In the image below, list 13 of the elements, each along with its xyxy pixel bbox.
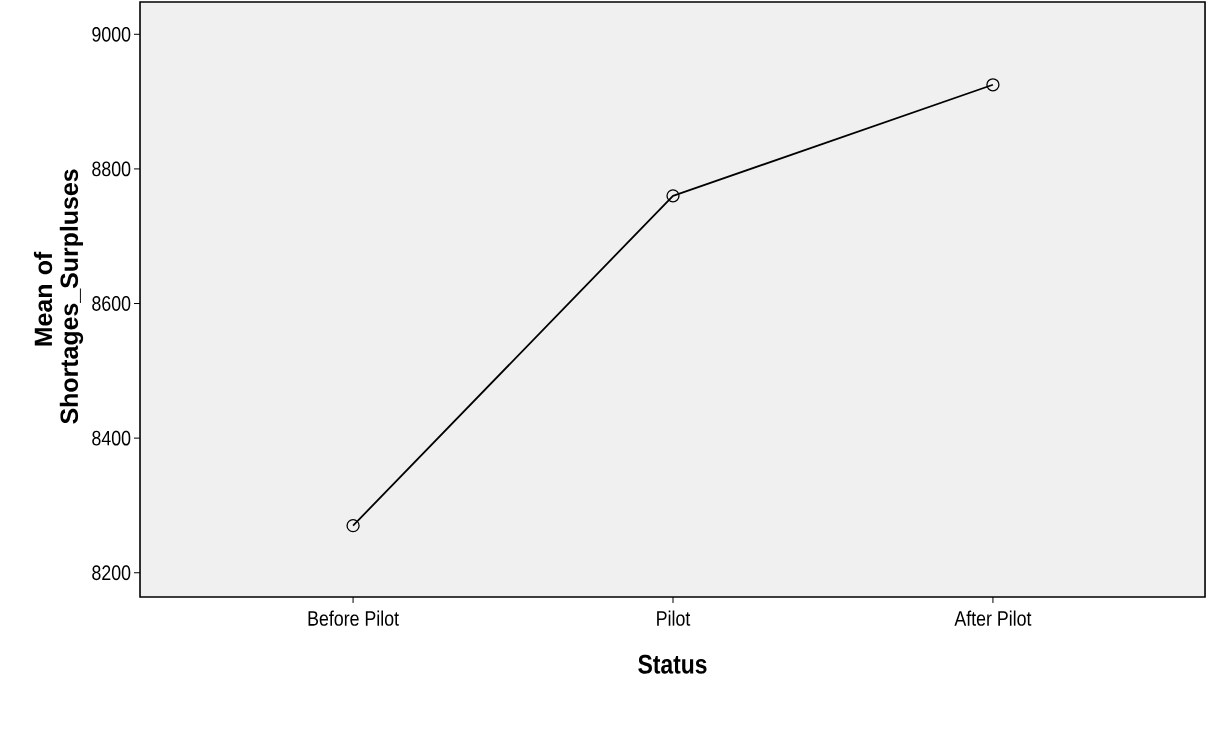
x-axis-title: Status (638, 654, 707, 674)
y-tick-label: 9000 (92, 26, 131, 42)
x-tick-label: Before Pilot (308, 610, 399, 626)
point (346, 518, 360, 533)
y-axis-title: Mean of Shortages_Surpluses (33, 169, 84, 424)
point (666, 189, 680, 203)
x-tick-label: After Pilot (954, 610, 1032, 626)
y-tick-label: 8600 (92, 296, 131, 311)
y-tick-label: 8200 (92, 565, 131, 581)
y-tick-label: 8800 (92, 161, 131, 177)
x-tick-label: Pilot (657, 610, 691, 626)
y-tick-label: 8400 (92, 430, 131, 446)
point (986, 78, 1000, 92)
